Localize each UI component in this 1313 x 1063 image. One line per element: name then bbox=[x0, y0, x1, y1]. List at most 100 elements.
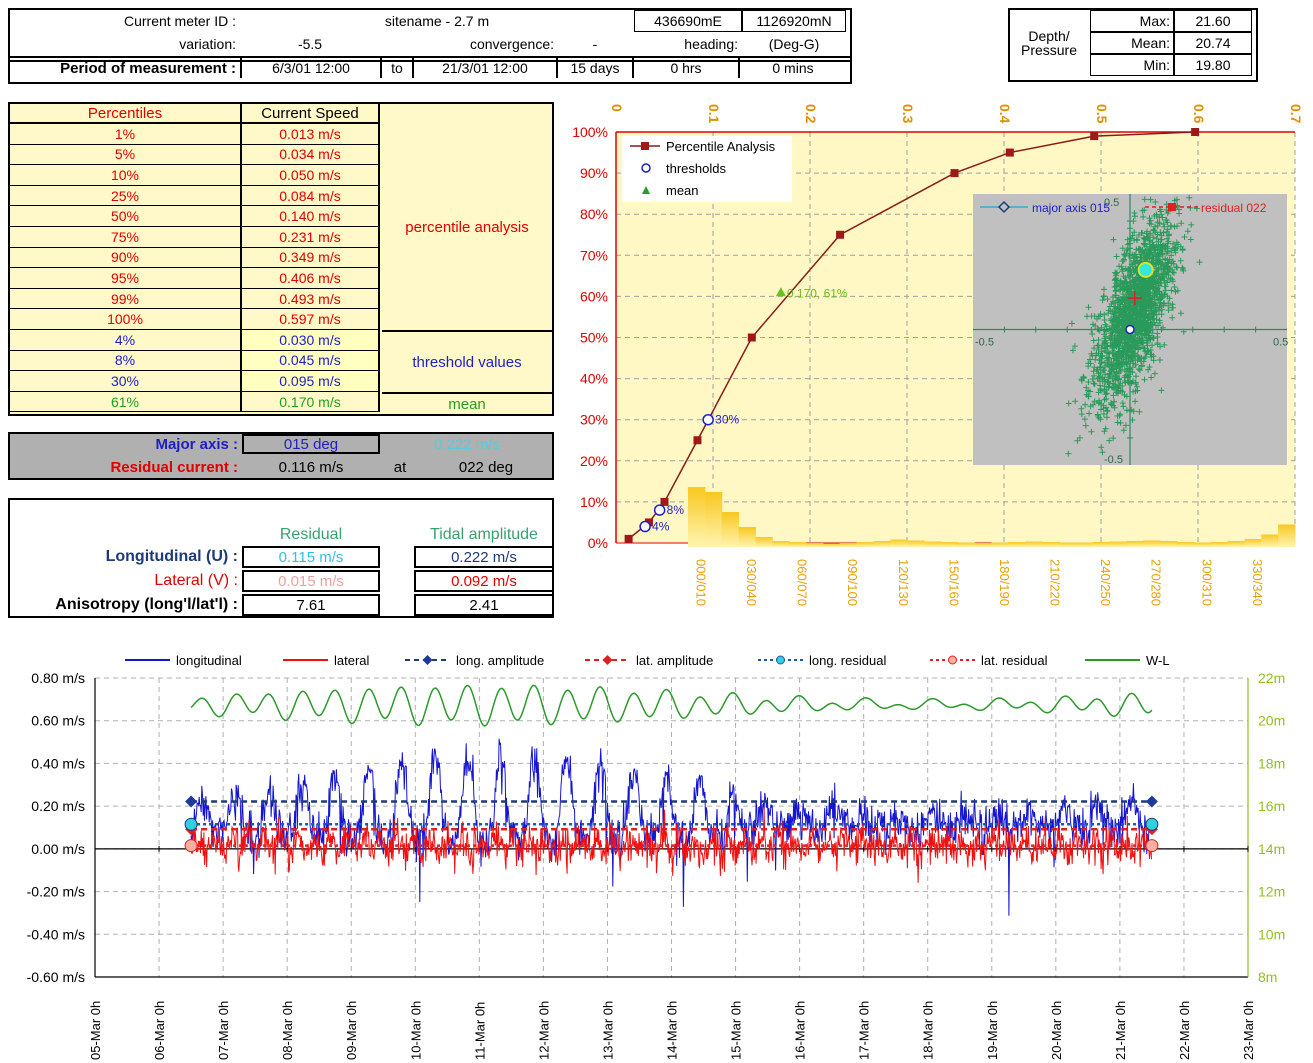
depth-mean: 20.74 bbox=[1174, 32, 1252, 54]
x-tick-label: 15-Mar 0h bbox=[729, 1001, 744, 1060]
lateral-residual: 0.015 m/s bbox=[242, 570, 380, 592]
x-tick-label: 10-Mar 0h bbox=[408, 1001, 423, 1060]
threshold-speed: 0.095 m/s bbox=[242, 371, 380, 392]
direction-bar bbox=[772, 541, 790, 547]
percentile-percentile: 10% bbox=[10, 165, 242, 186]
direction-label: 180/190 bbox=[997, 559, 1012, 606]
percentile-speed: 0.406 m/s bbox=[242, 268, 380, 289]
percentile-percentile: 99% bbox=[10, 288, 242, 310]
y-tick-label: 20% bbox=[580, 453, 608, 469]
depth-mean-label: Mean: bbox=[1090, 32, 1174, 54]
percentile-point bbox=[693, 436, 702, 445]
percentile-percentile: 1% bbox=[10, 124, 242, 145]
threshold-divider bbox=[382, 330, 552, 332]
lat-residual-marker bbox=[184, 839, 198, 853]
y-tick-label: 0.80 m/s bbox=[31, 670, 85, 686]
direction-bar bbox=[1092, 542, 1111, 547]
direction-bar bbox=[924, 541, 942, 547]
residual-current-value: 0.116 m/s bbox=[278, 458, 344, 476]
long-amplitude-marker bbox=[1145, 795, 1158, 808]
direction-label: 330/340 bbox=[1250, 559, 1265, 606]
depth-max-label: Max: bbox=[1090, 10, 1174, 32]
legend-label: long. amplitude bbox=[456, 653, 544, 668]
x-tick-label: 07-Mar 0h bbox=[216, 1001, 231, 1060]
y2-tick-label: 10m bbox=[1258, 926, 1285, 942]
x-tick-label: 0.7 bbox=[1288, 104, 1304, 124]
heading: (Deg-G) bbox=[768, 36, 820, 52]
x-tick-label: 0.4 bbox=[997, 104, 1013, 124]
long-amplitude-marker bbox=[185, 795, 198, 808]
threshold-point bbox=[639, 520, 651, 533]
scatter-y-tick-label: -0.5 bbox=[1104, 454, 1123, 466]
x-tick-label: 05-Mar 0h bbox=[88, 1001, 103, 1060]
direction-label: 240/250 bbox=[1098, 559, 1113, 606]
percentile-speed: 0.597 m/s bbox=[242, 309, 380, 330]
y-tick-label: 90% bbox=[580, 165, 608, 181]
legend-label: longitudinal bbox=[176, 653, 242, 668]
lat-residual-marker bbox=[1145, 839, 1159, 853]
direction-bar bbox=[873, 541, 891, 547]
residual-cross bbox=[1127, 291, 1142, 306]
scatter-x-tick-label: 0.5 bbox=[1273, 337, 1288, 349]
tidal-header: Tidal amplitude bbox=[430, 526, 538, 543]
threshold-values-label: threshold values bbox=[412, 353, 522, 371]
mean-speed: 0.170 m/s bbox=[242, 391, 380, 413]
x-tick-label: 0.6 bbox=[1191, 104, 1207, 124]
percentile-point bbox=[660, 497, 669, 506]
legend-marker-mean bbox=[642, 186, 650, 194]
direction-label: 270/280 bbox=[1149, 559, 1164, 606]
direction-bar bbox=[688, 487, 706, 547]
legend-percentile: Percentile Analysis bbox=[666, 139, 776, 154]
x-tick-label: 19-Mar 0h bbox=[985, 1001, 1000, 1060]
legend-marker bbox=[948, 655, 957, 665]
direction-bar bbox=[856, 542, 874, 547]
legend-marker bbox=[422, 655, 433, 665]
x-tick-label: 0 bbox=[609, 104, 625, 112]
long-residual-marker bbox=[1145, 817, 1159, 831]
percentile-percentile: 25% bbox=[10, 185, 242, 207]
longitudinal-residual: 0.115 m/s bbox=[242, 546, 380, 568]
y-tick-label: 50% bbox=[580, 330, 608, 346]
legend-major-axis: major axis 015 bbox=[1032, 201, 1110, 215]
direction-bar bbox=[1193, 542, 1212, 547]
direction-bar bbox=[1126, 541, 1144, 547]
timeseries-chart: 0.80 m/s 0.60 m/s 0.40 m/s 0.20 m/s 0.00 m/s… bbox=[27, 653, 1286, 1060]
depth-min-label: Min: bbox=[1090, 54, 1174, 76]
percentile-point bbox=[1005, 148, 1014, 157]
y-tick-label: 0% bbox=[588, 535, 608, 551]
x-tick-label: 22-Mar 0h bbox=[1177, 1001, 1192, 1060]
percentile-percentile: 75% bbox=[10, 227, 242, 248]
threshold-label: 30% bbox=[715, 413, 739, 427]
y-tick-label: -0.20 m/s bbox=[27, 884, 85, 900]
percentile-point bbox=[624, 534, 633, 543]
longitudinal-label: Longitudinal (U) : bbox=[105, 548, 238, 565]
percentile-point bbox=[1191, 128, 1200, 136]
residual-header: Residual bbox=[279, 526, 343, 543]
period-box bbox=[8, 56, 852, 84]
residual-at: at bbox=[393, 458, 407, 476]
direction-bar bbox=[890, 539, 908, 547]
convergence-label: convergence: bbox=[469, 36, 554, 52]
percentile-speed: 0.493 m/s bbox=[242, 288, 380, 310]
residual-direction: 022 deg bbox=[458, 458, 514, 476]
direction-bar bbox=[957, 542, 976, 547]
northing: 1126920mN bbox=[742, 10, 846, 32]
y-tick-label: 0.20 m/s bbox=[31, 798, 85, 814]
legend-label: lateral bbox=[334, 653, 370, 668]
y-tick-label: 0.40 m/s bbox=[31, 755, 85, 771]
y2-tick-label: 8m bbox=[1258, 969, 1277, 985]
direction-bar bbox=[704, 492, 723, 547]
major-axis-label: Major axis : bbox=[155, 435, 238, 453]
scatter-y-tick-label: 0.5 bbox=[1104, 197, 1119, 209]
direction-bar bbox=[755, 537, 773, 547]
legend-marker-major bbox=[997, 200, 1011, 214]
direction-label: 030/040 bbox=[744, 559, 759, 606]
direction-label: 210/220 bbox=[1048, 559, 1063, 606]
lateral-label: Lateral (V) : bbox=[154, 572, 238, 589]
legend-label: long. residual bbox=[809, 653, 886, 668]
x-tick-label: 06-Mar 0h bbox=[152, 1001, 167, 1060]
threshold-label: 8% bbox=[667, 503, 685, 517]
y-tick-label: 10% bbox=[580, 494, 608, 510]
x-tick-label: 23-Mar 0h bbox=[1241, 1001, 1256, 1060]
direction-bar bbox=[721, 512, 740, 547]
